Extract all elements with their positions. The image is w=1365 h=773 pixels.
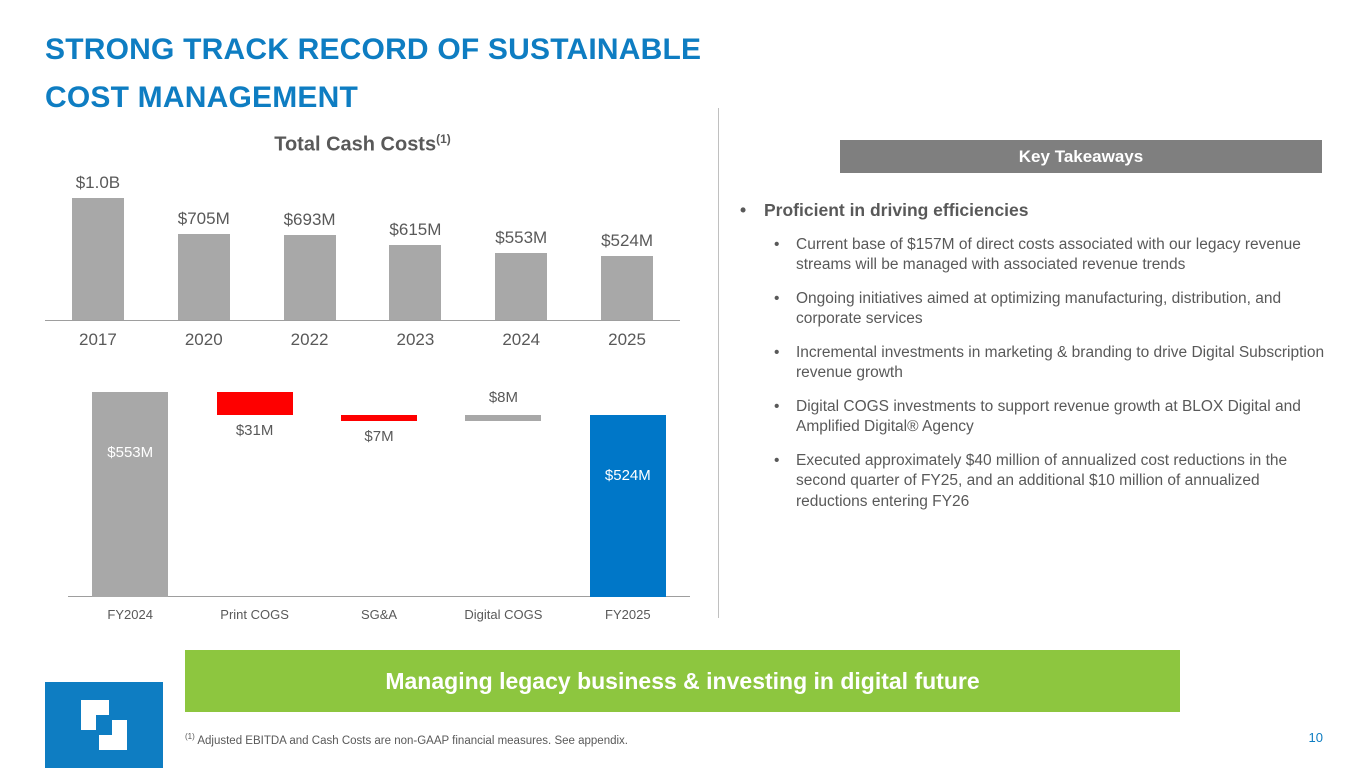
waterfall-bar xyxy=(589,415,666,597)
waterfall-column: $553M xyxy=(68,392,192,597)
key-takeaways-panel: Proficient in driving efficiencies Curre… xyxy=(740,200,1332,525)
cash-costs-bar xyxy=(283,234,336,320)
waterfall-value-label: $8M xyxy=(488,389,519,406)
x-axis-label: 2020 xyxy=(184,329,223,349)
x-axis-label: FY2024 xyxy=(107,607,153,622)
bar-value-label: $1.0B xyxy=(75,172,121,192)
company-logo xyxy=(45,682,163,768)
slide-title-line1: STRONG TRACK RECORD OF SUSTAINABLE xyxy=(45,33,702,66)
chart-title: Total Cash Costs(1) xyxy=(45,132,680,157)
waterfall-bar xyxy=(341,415,418,421)
slide-title-line2: COST MANAGEMENT xyxy=(45,81,358,114)
x-axis-label: 2024 xyxy=(502,329,541,349)
x-axis-label: Digital COGS xyxy=(464,607,543,622)
vertical-divider xyxy=(718,108,719,618)
bar-column: $524M xyxy=(574,231,680,320)
waterfall-x-axis: FY2024 Print COGS SG&A Digital COGS FY2025 xyxy=(68,597,690,622)
bar-value-label: $524M xyxy=(601,230,654,250)
takeaway-sub-bullet: Digital COGS investments to support reve… xyxy=(740,397,1332,438)
takeaway-sub-bullet-text: Digital COGS investments to support reve… xyxy=(796,397,1301,436)
bullet-dot xyxy=(774,343,796,384)
takeaway-sub-bullet-text: Incremental investments in marketing & b… xyxy=(796,343,1325,382)
waterfall-column: $7M xyxy=(317,392,441,596)
cash-costs-bar xyxy=(495,252,548,320)
takeaway-sub-bullet-text: Current base of $157M of direct costs as… xyxy=(796,236,1301,274)
x-axis-label: SG&A xyxy=(360,607,398,622)
bullet-dot xyxy=(774,397,796,438)
takeaway-main-bullet-text: Proficient in driving efficiencies xyxy=(764,200,1029,220)
waterfall-column: $8M xyxy=(441,389,565,596)
bar-column: $705M xyxy=(151,209,257,320)
takeaway-sub-bullet: Current base of $157M of direct costs as… xyxy=(740,235,1332,276)
waterfall-column: $524M xyxy=(566,392,690,597)
key-takeaways-header: Key Takeaways xyxy=(840,140,1322,173)
footnote-marker: (1) xyxy=(185,732,195,741)
takeaway-sub-bullet-text: Ongoing initiatives aimed at optimizing … xyxy=(796,289,1282,328)
bullet-dot xyxy=(774,289,796,330)
chart-title-text: Total Cash Costs xyxy=(274,133,437,156)
footnote: (1) Adjusted EBITDA and Cash Costs are n… xyxy=(185,732,628,747)
bullet-dot xyxy=(740,200,764,221)
footnote-text: Adjusted EBITDA and Cash Costs are non-G… xyxy=(197,734,628,747)
x-axis-label: 2017 xyxy=(79,329,117,349)
waterfall-bar xyxy=(216,392,293,415)
chart-title-footnote-marker: (1) xyxy=(436,132,451,146)
waterfall-value-label: $553M xyxy=(107,444,154,461)
bar-value-label: $693M xyxy=(283,209,336,229)
bar-value-label: $705M xyxy=(177,208,230,228)
takeaway-main-bullet: Proficient in driving efficiencies xyxy=(740,200,1332,221)
waterfall-bar xyxy=(92,392,169,597)
waterfall-column: $31M xyxy=(192,392,316,596)
x-axis-label: 2022 xyxy=(290,329,329,349)
x-axis-label: 2025 xyxy=(608,329,646,349)
bar-column: $615M xyxy=(362,220,468,320)
takeaway-sub-bullet: Executed approximately $40 million of an… xyxy=(740,451,1332,512)
company-logo-mark xyxy=(45,682,163,768)
cash-costs-bar xyxy=(601,255,654,320)
cash-costs-chart: Total Cash Costs(1) $1.0B $705M $693M $615M… xyxy=(45,132,680,350)
bar-column: $693M xyxy=(257,210,363,320)
page-number: 10 xyxy=(1308,730,1323,745)
waterfall-value-label: $7M xyxy=(364,428,394,445)
bottom-banner: Managing legacy business & investing in … xyxy=(185,650,1180,712)
bar-value-label: $615M xyxy=(389,219,442,239)
waterfall-value-label: $31M xyxy=(235,422,274,439)
waterfall-plot: $553M $31M $7M $8M $524M xyxy=(68,389,690,597)
cash-costs-bar xyxy=(71,197,124,320)
bar-column: $1.0B xyxy=(45,173,151,320)
x-axis-label: Print COGS xyxy=(220,607,289,622)
takeaway-sub-bullet: Ongoing initiatives aimed at optimizing … xyxy=(740,289,1332,330)
cash-costs-bar xyxy=(177,233,230,320)
bullet-dot xyxy=(774,235,796,276)
bar-value-label: $553M xyxy=(495,227,548,247)
x-axis-label: FY2025 xyxy=(605,607,651,622)
slide-title: STRONG TRACK RECORD OF SUSTAINABLE COST … xyxy=(45,26,701,122)
bar-column: $553M xyxy=(468,228,574,320)
waterfall-bar xyxy=(465,415,542,421)
cash-costs-x-axis: 2017 2020 2022 2023 2024 2025 xyxy=(45,321,680,350)
waterfall-chart: $553M $31M $7M $8M $524M FY2024 Print COGS SG&… xyxy=(68,389,690,622)
x-axis-label: 2023 xyxy=(396,329,435,349)
takeaway-sub-bullet: Incremental investments in marketing & b… xyxy=(740,343,1332,384)
bullet-dot xyxy=(774,451,796,512)
takeaway-sub-bullet-text: Executed approximately $40 million of an… xyxy=(796,451,1288,510)
cash-costs-plot: $1.0B $705M $693M $615M $553M $524M xyxy=(45,171,680,321)
waterfall-value-label: $524M xyxy=(604,467,651,484)
cash-costs-bar xyxy=(389,244,442,320)
